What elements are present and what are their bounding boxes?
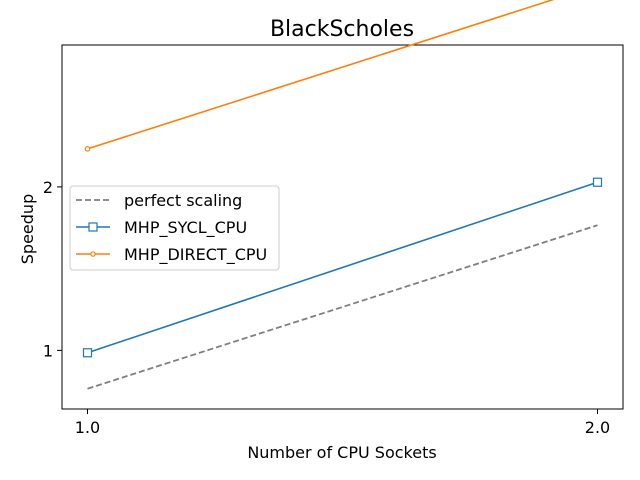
- x-axis-ticks: 1.0 2.0: [75, 409, 610, 437]
- x-tick-label: 2.0: [585, 418, 610, 437]
- series-line-2: [87, 0, 555, 150]
- y-axis-ticks: 12: [43, 178, 62, 360]
- series-layer: [82, 0, 603, 390]
- data-point-marker: [84, 146, 91, 152]
- legend-box: [69, 185, 280, 271]
- y-tick-label: 2: [43, 178, 53, 197]
- data-point-marker: [592, 177, 603, 187]
- y-axis-label: Speedup: [18, 194, 37, 264]
- series-line-1: [87, 181, 598, 354]
- legend-marker: [88, 222, 98, 232]
- legend-label: MHP_DIRECT_CPU: [124, 245, 267, 265]
- legend-marker: [90, 251, 96, 257]
- chart-title: BlackScholes: [270, 17, 414, 42]
- y-tick-label: 1: [43, 341, 53, 360]
- x-axis-label: Number of CPU Sockets: [247, 443, 436, 462]
- x-tick-label: 1.0: [75, 418, 100, 437]
- series-line-0: [87, 224, 598, 390]
- data-point-marker: [82, 348, 93, 358]
- plot-area-frame: [61, 44, 624, 410]
- legend: perfect scaling MHP_SYCL_CPU MHP_DIRECT_CP…: [69, 185, 280, 271]
- legend-label: MHP_SYCL_CPU: [124, 218, 247, 238]
- legend-label: perfect scaling: [124, 191, 242, 210]
